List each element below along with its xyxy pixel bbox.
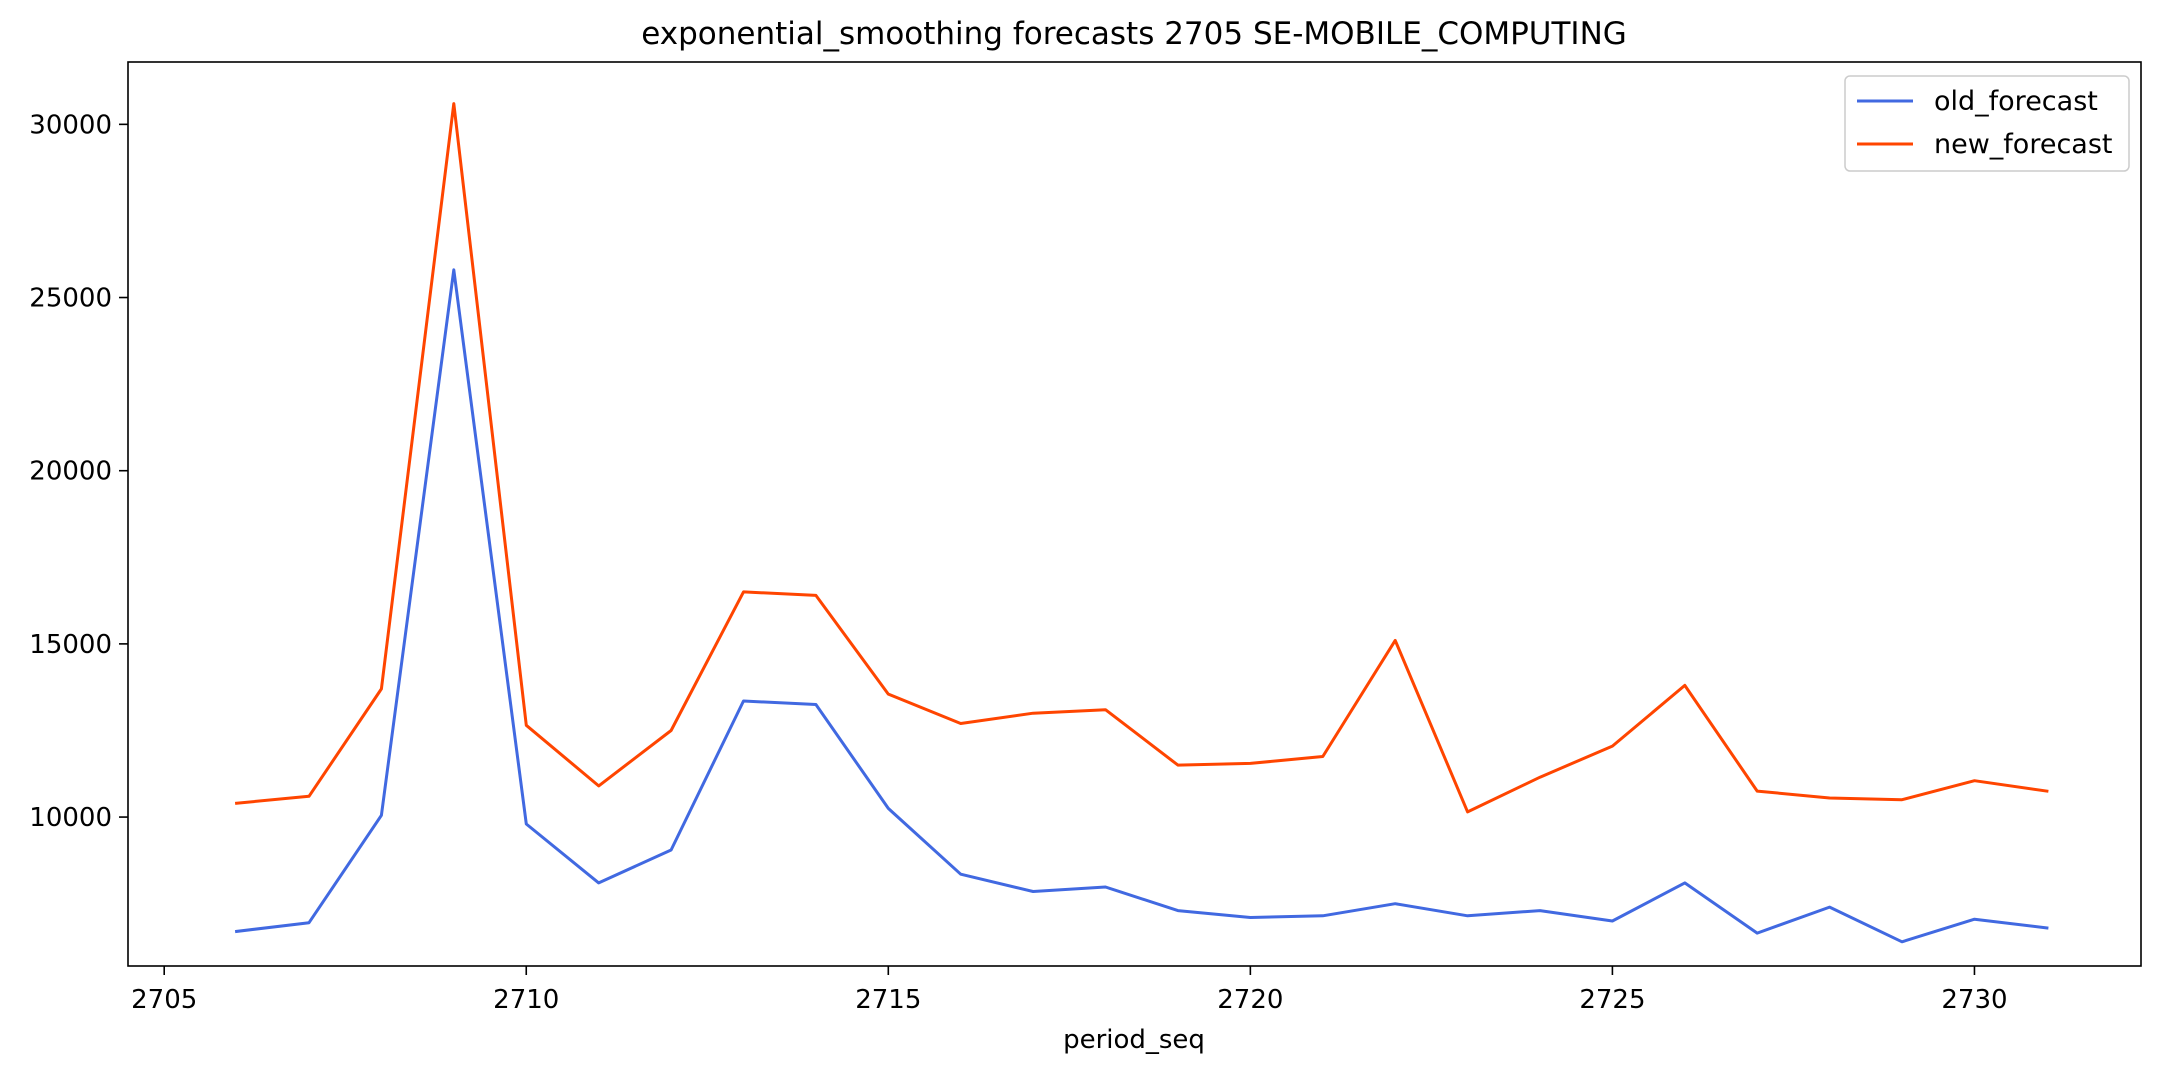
legend-box xyxy=(1844,75,2130,172)
y-tick-label: 25000 xyxy=(29,284,112,314)
x-tick-label: 2725 xyxy=(1579,985,1645,1015)
legend-label-old-forecast: old_forecast xyxy=(1934,86,2098,117)
y-ticks: 10000 15000 20000 25000 30000 xyxy=(29,110,128,833)
chart-title: exponential_smoothing forecasts 2705 SE-… xyxy=(641,16,1627,52)
x-tick-label: 2705 xyxy=(131,985,197,1015)
legend: old_forecast new_forecast xyxy=(1844,75,2130,172)
y-tick-label: 20000 xyxy=(29,457,112,487)
series-lines xyxy=(234,102,2049,944)
x-tick-label: 2730 xyxy=(1941,985,2007,1015)
series-line-new-forecast xyxy=(234,102,2049,814)
plot-area-frame xyxy=(127,61,2142,967)
y-tick-label: 15000 xyxy=(29,630,112,660)
x-tick-label: 2720 xyxy=(1217,985,1283,1015)
x-ticks: 2705 2710 2715 2720 2725 2730 xyxy=(131,966,2008,1015)
y-tick-label: 10000 xyxy=(29,803,112,833)
x-tick-label: 2715 xyxy=(855,985,921,1015)
legend-label-new-forecast: new_forecast xyxy=(1934,129,2113,160)
y-tick-label: 30000 xyxy=(29,110,112,140)
x-axis-label: period_seq xyxy=(1063,1025,1205,1055)
series-line-old-forecast xyxy=(234,268,2049,944)
x-tick-label: 2710 xyxy=(493,985,559,1015)
